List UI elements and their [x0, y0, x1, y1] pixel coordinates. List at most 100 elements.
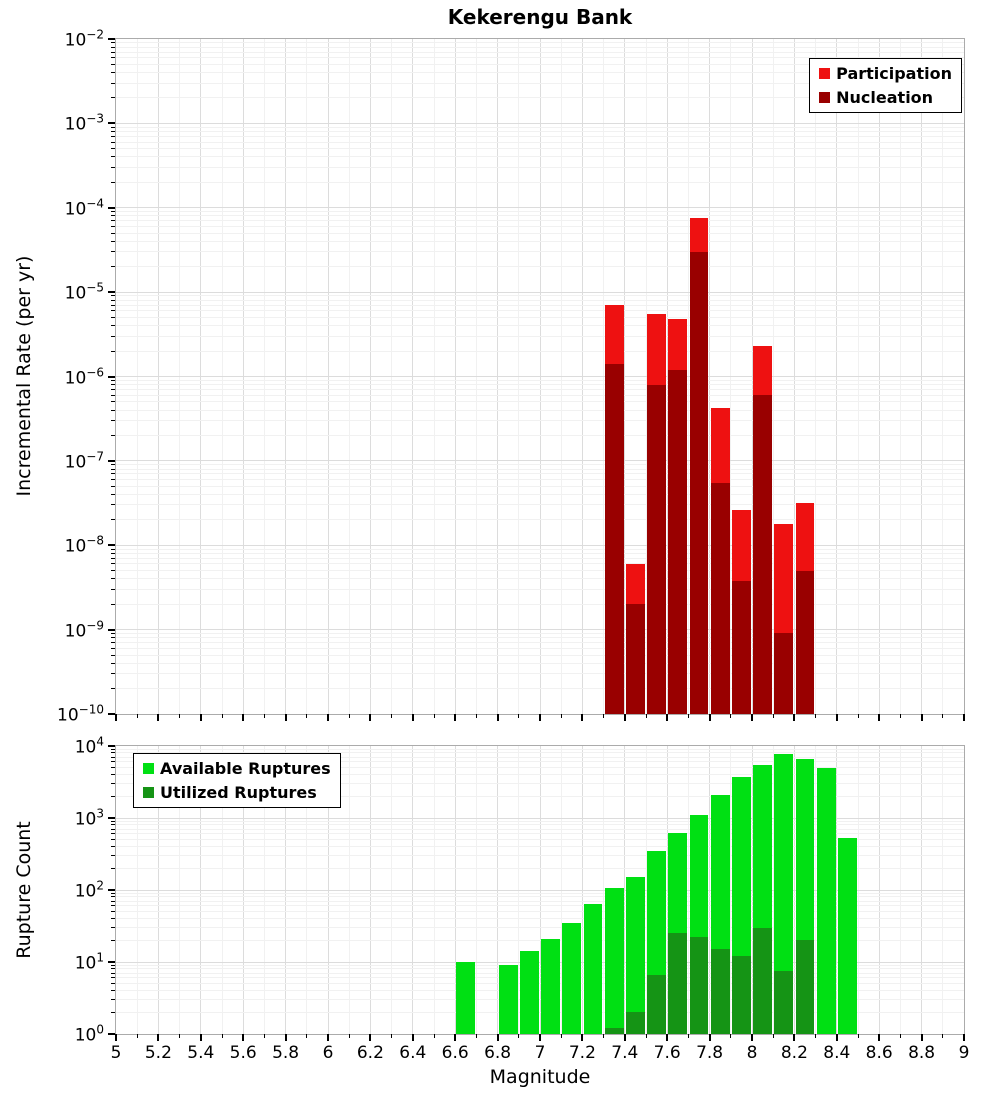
h-minor-gridline — [116, 126, 964, 128]
h-minor-gridline — [116, 824, 964, 826]
h-minor-gridline — [116, 752, 964, 754]
x-minor-tick — [348, 1034, 350, 1038]
bar-nucleation — [753, 395, 772, 714]
y-tick-label: 10−7 — [64, 449, 104, 473]
x-minor-tick — [687, 1034, 689, 1038]
bar-nucleation — [795, 570, 815, 714]
y-minor-tick — [111, 317, 115, 319]
bar-available-ruptures — [604, 888, 624, 1034]
available-ruptures-swatch — [143, 763, 154, 774]
y-minor-tick — [111, 977, 115, 979]
bar-utilized-ruptures — [626, 1012, 645, 1034]
h-gridline — [116, 122, 964, 124]
y-minor-tick — [111, 603, 115, 605]
h-minor-gridline — [116, 97, 964, 99]
x-minor-tick — [603, 714, 605, 718]
x-tick — [327, 714, 329, 721]
h-minor-gridline — [116, 632, 964, 634]
y-minor-tick — [111, 409, 115, 411]
x-minor-tick — [263, 714, 265, 718]
y-minor-tick — [111, 389, 115, 391]
nucleation-swatch — [819, 92, 831, 103]
x-tick-label: 7.8 — [696, 1043, 724, 1063]
y-minor-tick — [111, 220, 115, 222]
h-minor-gridline — [116, 983, 964, 985]
h-minor-gridline — [116, 473, 964, 475]
y-minor-tick — [111, 557, 115, 559]
x-minor-tick — [645, 714, 647, 718]
bar-nucleation — [774, 633, 794, 714]
y-minor-tick — [111, 504, 115, 506]
x-tick — [835, 714, 838, 721]
x-tick-label: 6.2 — [356, 1043, 384, 1063]
bar-available-ruptures — [626, 877, 645, 1034]
y-minor-tick — [111, 304, 115, 306]
y-tick — [108, 122, 115, 125]
h-minor-gridline — [116, 251, 964, 253]
legend-label-participation: Participation — [836, 64, 952, 83]
y-minor-tick — [111, 310, 115, 312]
x-minor-tick — [772, 714, 774, 718]
h-minor-gridline — [116, 310, 964, 312]
h-minor-gridline — [116, 846, 964, 848]
y-minor-tick — [111, 578, 115, 580]
x-minor-tick — [221, 1034, 223, 1038]
y-minor-tick — [111, 968, 115, 970]
x-minor-tick — [306, 1034, 308, 1038]
h-minor-gridline — [116, 905, 964, 907]
h-minor-gridline — [116, 135, 964, 137]
x-tick-label: 6.4 — [399, 1043, 427, 1063]
y-minor-tick — [111, 983, 115, 985]
x-tick-label: 8.4 — [823, 1043, 851, 1063]
h-minor-gridline — [116, 833, 964, 835]
x-tick — [115, 714, 117, 721]
x-tick — [242, 1034, 245, 1041]
y-minor-tick — [111, 632, 115, 634]
x-tick-label: 8.6 — [865, 1043, 893, 1063]
y-minor-tick — [111, 135, 115, 137]
h-minor-gridline — [116, 42, 964, 44]
x-tick — [284, 1034, 287, 1041]
h-minor-gridline — [116, 654, 964, 656]
y-tick-label: 100 — [74, 1022, 104, 1046]
x-tick — [623, 1034, 626, 1041]
h-minor-gridline — [116, 72, 964, 74]
x-minor-tick — [179, 714, 181, 718]
bar-available-ruptures — [774, 753, 794, 1034]
bar-utilized-ruptures — [710, 949, 730, 1034]
bar-utilized-ruptures — [732, 956, 751, 1034]
h-minor-gridline — [116, 504, 964, 506]
h-minor-gridline — [116, 181, 964, 183]
count-y-axis-label: Rupture Count — [13, 821, 35, 959]
x-minor-tick — [136, 1034, 138, 1038]
h-gridline — [116, 207, 964, 209]
h-minor-gridline — [116, 220, 964, 222]
h-minor-gridline — [116, 642, 964, 644]
h-minor-gridline — [116, 603, 964, 605]
y-minor-tick — [111, 485, 115, 487]
y-minor-tick — [111, 295, 115, 297]
x-tick — [411, 1034, 414, 1041]
bar-nucleation — [710, 482, 730, 714]
h-minor-gridline — [116, 335, 964, 337]
y-minor-tick — [111, 181, 115, 183]
x-tick — [581, 714, 584, 721]
x-tick-label: 5.4 — [187, 1043, 215, 1063]
x-minor-tick — [391, 1034, 393, 1038]
bar-nucleation — [668, 369, 688, 714]
y-tick-label: 10−8 — [64, 533, 104, 557]
x-tick-label: 7 — [534, 1043, 546, 1063]
utilized-ruptures-swatch — [143, 787, 154, 798]
y-minor-tick — [111, 662, 115, 664]
y-minor-tick — [111, 232, 115, 234]
y-minor-tick — [111, 493, 115, 495]
bar-nucleation — [604, 364, 624, 714]
h-minor-gridline — [116, 295, 964, 297]
x-minor-tick — [857, 714, 859, 718]
participation-swatch — [819, 68, 831, 79]
y-minor-tick — [111, 394, 115, 396]
x-tick — [751, 1034, 753, 1041]
y-minor-tick — [111, 63, 115, 65]
y-minor-tick — [111, 148, 115, 150]
